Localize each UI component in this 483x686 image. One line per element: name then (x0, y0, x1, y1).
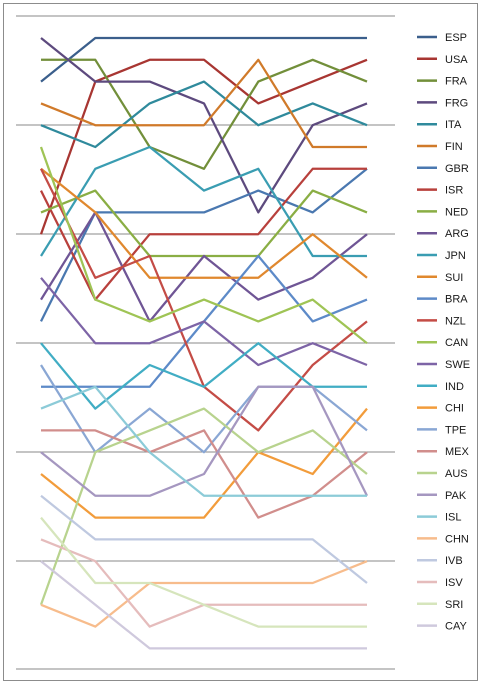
series-line-aus (39, 407, 368, 606)
series-line-fra (41, 58, 368, 170)
legend-label-isl: ISL (445, 512, 462, 524)
series-line-ivb (40, 494, 368, 584)
legend-label-ned: NED (445, 206, 468, 218)
series-line-cay (40, 560, 367, 650)
series-line-jpn (40, 145, 367, 258)
legend-label-ivb: IVB (445, 555, 463, 567)
legend-label-swe: SWE (445, 359, 470, 371)
series-line-sri (40, 516, 367, 628)
series-line-frg (40, 37, 368, 214)
series-line-can (39, 146, 368, 345)
series-lines (39, 36, 369, 650)
legend-label-chn: CHN (445, 533, 469, 545)
legend-label-sui: SUI (445, 272, 463, 284)
legend-label-fra: FRA (445, 76, 468, 88)
legend-label-ind: IND (445, 381, 464, 393)
legend-label-arg: ARG (445, 228, 469, 240)
chart-frame: ESP USA FRA FRG ITA FIN GBR ISR NED ARG JPN SUI BRA N… (3, 3, 478, 681)
series-line-pak (40, 385, 369, 497)
series-line-fin (40, 58, 367, 149)
series-line-chi (40, 407, 368, 519)
legend-label-pak: PAK (445, 490, 467, 502)
legend-label-nzl: NZL (445, 315, 466, 327)
legend-label-mex: MEX (445, 446, 470, 458)
legend-label-ita: ITA (445, 119, 462, 131)
legend-label-jpn: JPN (445, 250, 466, 262)
legend-label-cay: CAY (445, 621, 467, 633)
legend-label-fin: FIN (445, 141, 463, 153)
legend-label-bra: BRA (445, 294, 468, 306)
legend-label-frg: FRG (445, 97, 468, 109)
series-line-sui (40, 167, 368, 279)
series-line-chn (40, 560, 368, 628)
legend-label-isr: ISR (445, 185, 463, 197)
legend-label-gbr: GBR (445, 163, 469, 175)
line-chart: ESP USA FRA FRG ITA FIN GBR ISR NED ARG JPN SUI BRA N… (16, 15, 470, 670)
legend-label-aus: AUS (445, 468, 468, 480)
legend: ESP USA FRA FRG ITA FIN GBR ISR NED ARG JPN SUI BRA N… (417, 32, 470, 633)
legend-label-chi: CHI (445, 403, 464, 415)
legend-label-usa: USA (445, 54, 468, 66)
series-line-esp (40, 36, 367, 83)
legend-label-tpe: TPE (445, 424, 466, 436)
series-line-swe (40, 277, 368, 367)
legend-label-sri: SRI (445, 599, 463, 611)
legend-label-esp: ESP (445, 32, 467, 44)
series-line-isl (40, 385, 367, 497)
series-line-ita (40, 80, 368, 149)
legend-label-isv: ISV (445, 577, 463, 589)
legend-label-can: CAN (445, 337, 468, 349)
